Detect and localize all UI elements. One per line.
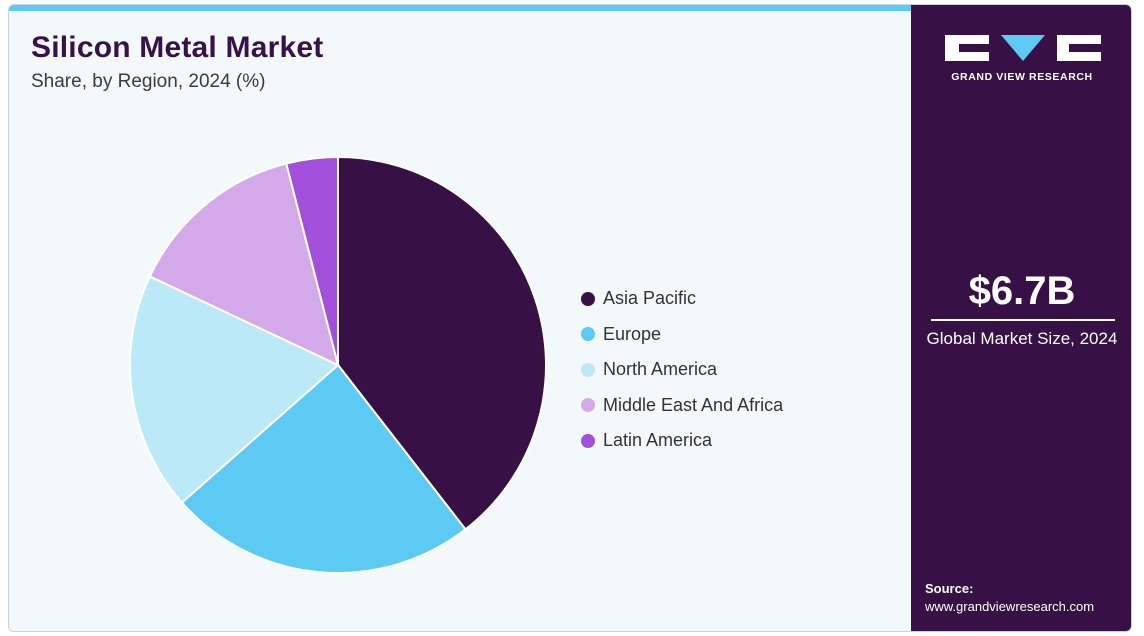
chart-card: Silicon Metal Market Share, by Region, 2… <box>8 4 1132 632</box>
legend-item: Middle East And Africa <box>581 388 783 424</box>
market-size-caption: Global Market Size, 2024 <box>926 329 1118 348</box>
pie-slice-north-america <box>129 275 340 504</box>
legend-swatch <box>581 362 595 377</box>
legend-item: Asia Pacific <box>581 281 783 317</box>
pie-chart <box>129 155 547 574</box>
legend-swatch <box>581 291 595 306</box>
pie-slice-latin-america <box>285 155 339 366</box>
summary-panel: GRAND VIEW RESEARCH $6.7B Global Market … <box>911 5 1131 631</box>
pie-slice-middle-east-and-africa <box>148 162 340 367</box>
legend-item: North America <box>581 352 783 388</box>
legend-label: Middle East And Africa <box>603 394 784 415</box>
brand-name: GRAND VIEW RESEARCH <box>951 71 1093 83</box>
chart-title: Silicon Metal Market <box>31 31 324 64</box>
pie-slice-asia-pacific <box>337 155 547 531</box>
legend-swatch <box>581 398 595 413</box>
legend-item: Europe <box>581 317 783 353</box>
source-label: Source: <box>925 581 974 596</box>
legend-label: Europe <box>603 323 662 344</box>
chart-subtitle: Share, by Region, 2024 (%) <box>31 71 266 92</box>
legend-label: North America <box>603 359 718 380</box>
chart-legend: Asia Pacific Europe North America Middle Ea… <box>581 281 783 459</box>
gvr-logo-icon <box>945 35 1101 61</box>
pie-slice-europe <box>180 363 467 574</box>
legend-swatch <box>581 433 595 448</box>
legend-label: Latin America <box>603 430 713 451</box>
legend-label: Asia Pacific <box>603 288 697 309</box>
market-size-value: $6.7B <box>968 269 1076 313</box>
chart-area: Silicon Metal Market Share, by Region, 2… <box>9 5 911 631</box>
source-url: www.grandviewresearch.com <box>925 599 1095 614</box>
legend-item: Latin America <box>581 423 783 459</box>
legend-swatch <box>581 327 595 342</box>
accent-bar <box>9 5 911 11</box>
divider <box>931 319 1115 321</box>
